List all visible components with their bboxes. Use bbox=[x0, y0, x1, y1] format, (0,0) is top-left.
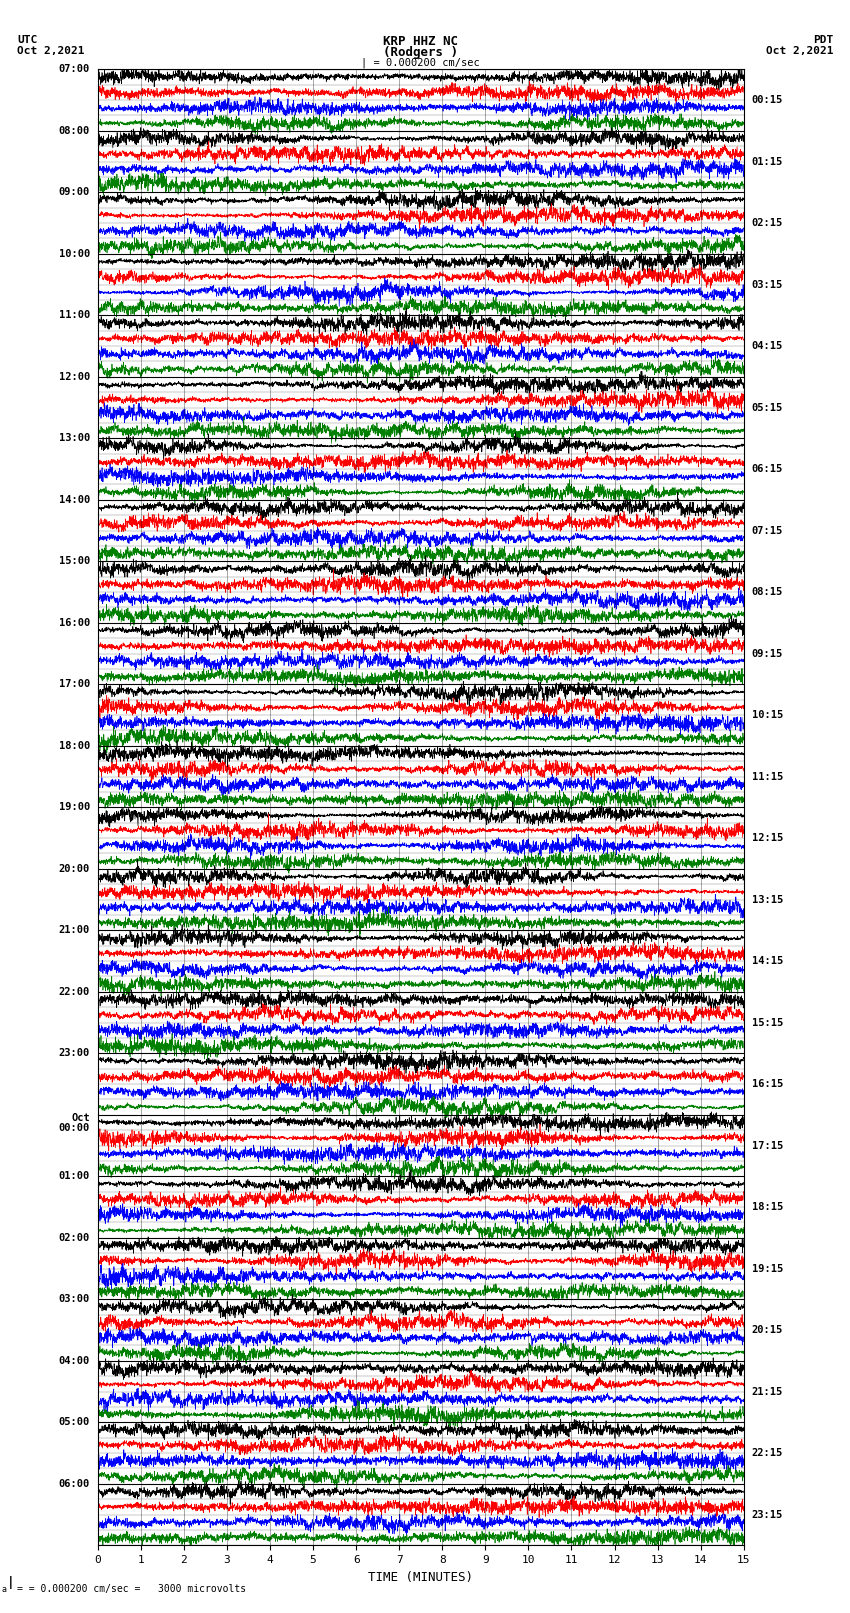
Text: 02:00: 02:00 bbox=[59, 1232, 90, 1242]
Text: 13:15: 13:15 bbox=[751, 895, 783, 905]
Text: | = 0.000200 cm/sec: | = 0.000200 cm/sec bbox=[361, 58, 480, 68]
Text: 00:15: 00:15 bbox=[751, 95, 783, 105]
Text: 23:15: 23:15 bbox=[751, 1510, 783, 1519]
Text: 16:00: 16:00 bbox=[59, 618, 90, 627]
Text: 08:00: 08:00 bbox=[59, 126, 90, 135]
Text: 11:00: 11:00 bbox=[59, 310, 90, 321]
Text: 19:15: 19:15 bbox=[751, 1263, 783, 1274]
Text: 18:00: 18:00 bbox=[59, 740, 90, 750]
Text: UTC: UTC bbox=[17, 35, 37, 45]
Text: 01:15: 01:15 bbox=[751, 156, 783, 166]
Text: |: | bbox=[7, 1576, 14, 1589]
Text: 14:15: 14:15 bbox=[751, 957, 783, 966]
Text: 09:00: 09:00 bbox=[59, 187, 90, 197]
Text: Oct 2,2021: Oct 2,2021 bbox=[766, 45, 833, 56]
X-axis label: TIME (MINUTES): TIME (MINUTES) bbox=[368, 1571, 473, 1584]
Text: PDT: PDT bbox=[813, 35, 833, 45]
Text: 07:00: 07:00 bbox=[59, 65, 90, 74]
Text: 01:00: 01:00 bbox=[59, 1171, 90, 1181]
Text: 18:15: 18:15 bbox=[751, 1202, 783, 1211]
Text: 00:00: 00:00 bbox=[59, 1123, 90, 1134]
Text: Oct: Oct bbox=[71, 1113, 90, 1123]
Text: (Rodgers ): (Rodgers ) bbox=[383, 45, 458, 60]
Text: 04:00: 04:00 bbox=[59, 1357, 90, 1366]
Text: 23:00: 23:00 bbox=[59, 1048, 90, 1058]
Text: 17:15: 17:15 bbox=[751, 1140, 783, 1150]
Text: = = 0.000200 cm/sec =   3000 microvolts: = = 0.000200 cm/sec = 3000 microvolts bbox=[17, 1584, 246, 1594]
Text: KRP HHZ NC: KRP HHZ NC bbox=[383, 35, 458, 48]
Text: 06:00: 06:00 bbox=[59, 1479, 90, 1489]
Text: 10:15: 10:15 bbox=[751, 710, 783, 719]
Text: 09:15: 09:15 bbox=[751, 648, 783, 658]
Text: 13:00: 13:00 bbox=[59, 434, 90, 444]
Text: 10:00: 10:00 bbox=[59, 248, 90, 258]
Text: 12:00: 12:00 bbox=[59, 373, 90, 382]
Text: 16:15: 16:15 bbox=[751, 1079, 783, 1089]
Text: 15:15: 15:15 bbox=[751, 1018, 783, 1027]
Text: 17:00: 17:00 bbox=[59, 679, 90, 689]
Text: 20:00: 20:00 bbox=[59, 865, 90, 874]
Text: 02:15: 02:15 bbox=[751, 218, 783, 227]
Text: 06:15: 06:15 bbox=[751, 465, 783, 474]
Text: Oct 2,2021: Oct 2,2021 bbox=[17, 45, 84, 56]
Text: 22:00: 22:00 bbox=[59, 987, 90, 997]
Text: 08:15: 08:15 bbox=[751, 587, 783, 597]
Text: 14:00: 14:00 bbox=[59, 495, 90, 505]
Text: 11:15: 11:15 bbox=[751, 771, 783, 782]
Text: 12:15: 12:15 bbox=[751, 832, 783, 844]
Text: 07:15: 07:15 bbox=[751, 526, 783, 536]
Text: 21:00: 21:00 bbox=[59, 926, 90, 936]
Text: a: a bbox=[2, 1584, 7, 1594]
Text: 03:00: 03:00 bbox=[59, 1294, 90, 1305]
Text: 21:15: 21:15 bbox=[751, 1387, 783, 1397]
Text: 20:15: 20:15 bbox=[751, 1324, 783, 1336]
Text: 15:00: 15:00 bbox=[59, 556, 90, 566]
Text: 05:00: 05:00 bbox=[59, 1418, 90, 1428]
Text: 04:15: 04:15 bbox=[751, 340, 783, 352]
Text: 22:15: 22:15 bbox=[751, 1448, 783, 1458]
Text: 19:00: 19:00 bbox=[59, 802, 90, 813]
Text: 03:15: 03:15 bbox=[751, 279, 783, 290]
Text: 05:15: 05:15 bbox=[751, 403, 783, 413]
